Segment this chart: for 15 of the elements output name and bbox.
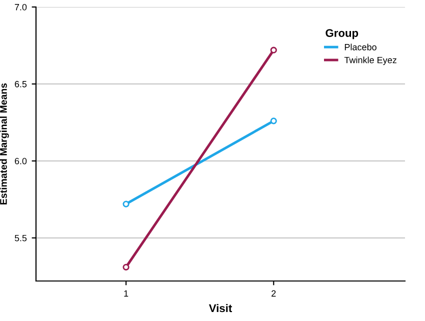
y-tick-label: 7.0 bbox=[14, 4, 27, 10]
legend-label: Placebo bbox=[344, 44, 376, 50]
point bbox=[122, 264, 130, 270]
x-axis-title: Visit bbox=[208, 304, 232, 312]
legend-label: Twinkle Eyez bbox=[344, 56, 396, 66]
y-tick-label: 6.0 bbox=[14, 158, 27, 164]
y-axis-title: Estimated Marginal Means bbox=[0, 83, 9, 204]
point bbox=[122, 200, 130, 208]
y-tick-label: 6.5 bbox=[14, 80, 27, 88]
point bbox=[270, 118, 277, 124]
legend-title: Group bbox=[326, 29, 358, 40]
point bbox=[270, 46, 277, 54]
x-tick-label: 2 bbox=[272, 290, 276, 297]
y-tick-label: 5.5 bbox=[14, 234, 27, 242]
x-tick-label: 1 bbox=[124, 290, 128, 297]
